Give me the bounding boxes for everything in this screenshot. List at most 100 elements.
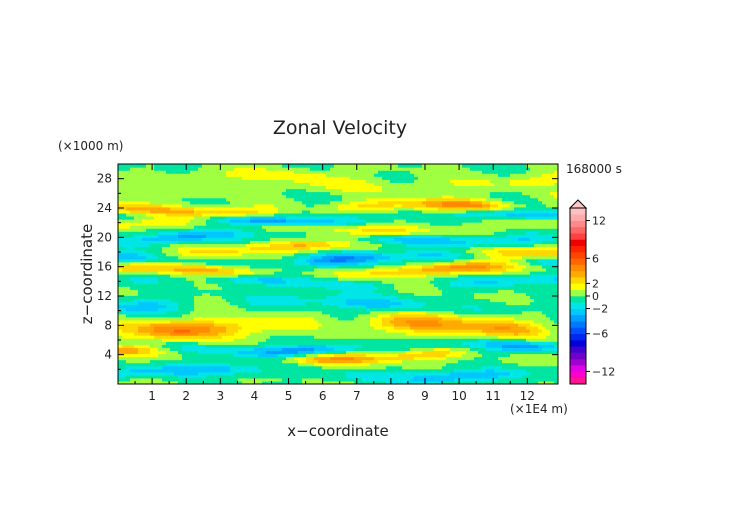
heatmap-cell	[290, 356, 295, 361]
heatmap-cell	[306, 377, 311, 382]
heatmap-cell	[382, 277, 387, 281]
heatmap-cell	[330, 353, 335, 358]
heatmap-cell	[342, 332, 347, 336]
heatmap-cell	[386, 252, 391, 257]
heatmap-cell	[242, 295, 247, 300]
heatmap-cell	[510, 292, 515, 296]
heatmap-cell	[386, 325, 391, 330]
heatmap-cell	[302, 347, 307, 351]
heatmap-cell	[254, 298, 259, 303]
heatmap-cell	[234, 371, 239, 376]
heatmap-cell	[450, 283, 455, 287]
heatmap-cell	[370, 365, 375, 370]
heatmap-cell	[230, 307, 235, 312]
heatmap-cell	[146, 258, 151, 263]
heatmap-cell	[154, 304, 159, 309]
heatmap-cell	[162, 274, 167, 278]
heatmap-cell	[138, 316, 143, 321]
heatmap-cell	[338, 307, 343, 312]
heatmap-cell	[178, 377, 183, 382]
heatmap-cell	[290, 267, 295, 272]
heatmap-cell	[358, 371, 363, 376]
heatmap-cell	[306, 344, 311, 348]
heatmap-cell	[366, 353, 371, 358]
heatmap-cell	[210, 335, 215, 339]
heatmap-cell	[150, 292, 155, 296]
heatmap-cell	[118, 277, 123, 281]
heatmap-cell	[254, 310, 259, 315]
heatmap-cell	[534, 298, 539, 303]
heatmap-cell	[406, 277, 411, 281]
heatmap-cell	[486, 356, 491, 361]
heatmap-cell	[302, 338, 307, 342]
heatmap-cell	[274, 277, 279, 281]
heatmap-cell	[442, 347, 447, 351]
heatmap-cell	[338, 329, 343, 333]
heatmap-cell	[174, 295, 179, 300]
heatmap-cell	[502, 280, 507, 284]
heatmap-cell	[282, 274, 287, 278]
heatmap-cell	[178, 255, 183, 260]
heatmap-cell	[398, 347, 403, 351]
heatmap-cell	[278, 310, 283, 315]
heatmap-cell	[470, 277, 475, 281]
heatmap-cell	[162, 286, 167, 290]
heatmap-cell	[554, 249, 558, 254]
heatmap-cell	[278, 380, 283, 384]
heatmap-cell	[454, 267, 459, 272]
heatmap-cell	[330, 359, 335, 364]
heatmap-cell	[190, 292, 195, 296]
heatmap-cell	[462, 267, 467, 272]
heatmap-cell	[122, 332, 127, 336]
heatmap-cell	[406, 307, 411, 312]
heatmap-cell	[210, 344, 215, 348]
heatmap-cell	[534, 365, 539, 370]
heatmap-cell	[246, 377, 251, 382]
heatmap-cell	[538, 332, 543, 336]
heatmap-cell	[358, 277, 363, 281]
heatmap-cell	[530, 322, 535, 327]
heatmap-cell	[118, 329, 123, 333]
heatmap-cell	[526, 374, 531, 379]
heatmap-cell	[526, 344, 531, 348]
heatmap-cell	[162, 304, 167, 309]
heatmap-cell	[406, 332, 411, 336]
heatmap-cell	[522, 371, 527, 376]
heatmap-cell	[538, 277, 543, 281]
heatmap-cell	[398, 335, 403, 339]
heatmap-cell	[354, 353, 359, 358]
heatmap-cell	[122, 301, 127, 306]
heatmap-cell	[198, 304, 203, 309]
heatmap-cell	[482, 249, 487, 254]
heatmap-cell	[374, 335, 379, 339]
heatmap-cell	[298, 319, 303, 324]
heatmap-cell	[426, 365, 431, 370]
heatmap-cell	[306, 313, 311, 318]
heatmap-cell	[334, 316, 339, 321]
heatmap-cell	[246, 380, 251, 384]
heatmap-cell	[366, 270, 371, 275]
heatmap-cell	[274, 252, 279, 257]
heatmap-cell	[206, 252, 211, 257]
heatmap-cell	[378, 264, 383, 269]
heatmap-cell	[370, 319, 375, 324]
heatmap-cell	[322, 356, 327, 361]
heatmap-cell	[426, 261, 431, 266]
heatmap-cell	[374, 371, 379, 376]
heatmap-cell	[414, 356, 419, 361]
heatmap-cell	[310, 353, 315, 358]
heatmap-cell	[518, 258, 523, 263]
heatmap-cell	[206, 347, 211, 351]
heatmap-cell	[150, 329, 155, 333]
heatmap-cell	[278, 304, 283, 309]
heatmap-cell	[210, 289, 215, 293]
heatmap-cell	[474, 350, 479, 355]
heatmap-cell	[218, 283, 223, 287]
heatmap-cell	[406, 335, 411, 339]
heatmap-cell	[498, 374, 503, 379]
heatmap-cell	[522, 362, 527, 367]
heatmap-cell	[170, 380, 175, 384]
heatmap-cell	[458, 332, 463, 336]
heatmap-cell	[242, 246, 247, 251]
heatmap-cell	[162, 283, 167, 287]
